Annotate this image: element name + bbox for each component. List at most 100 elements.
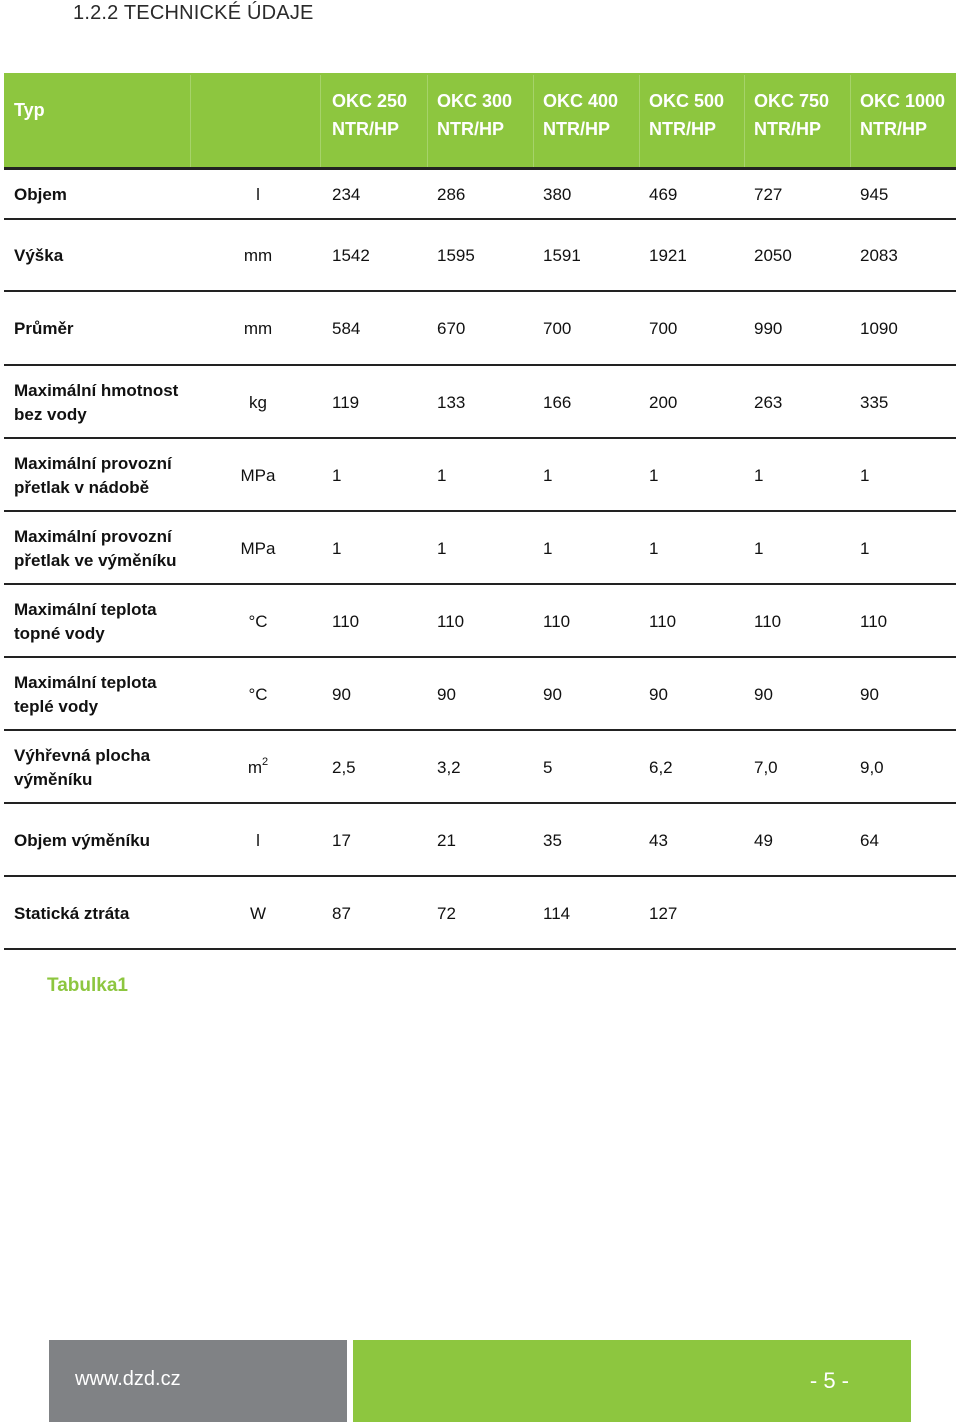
table-cell: 90 (649, 685, 668, 704)
table-cell: 1 (543, 466, 553, 485)
table-cell: 200 (649, 393, 678, 412)
table-cell: 110 (543, 612, 571, 631)
row-label: Maximální provozní přetlak v nádobě (14, 452, 172, 500)
table-cell: 670 (437, 319, 466, 338)
table-cell: 133 (437, 393, 466, 412)
footer-url[interactable]: www.dzd.cz (75, 1368, 181, 1390)
row-unit: °C (238, 610, 278, 634)
table-row: Maximální provozní přetlak v nádobě MPa 1 1 1… (4, 439, 956, 512)
page-number: - 5 - (809, 1368, 849, 1393)
table-cell: 21 (437, 831, 456, 850)
row-unit: mm (238, 244, 278, 268)
header-divider (639, 75, 640, 167)
table-cell: 469 (649, 185, 678, 204)
header-model-name: OKC 400 (543, 91, 619, 111)
unit-text: m (247, 758, 263, 777)
header-typ-label: Typ (14, 100, 45, 120)
row-label-line2: teplé vody (14, 697, 99, 716)
table-cell: 335 (860, 393, 889, 412)
table-cell: 49 (754, 831, 773, 850)
table-cell: 1 (754, 466, 764, 485)
row-label-line2: přetlak v nádobě (14, 478, 150, 497)
table-cell: 43 (649, 831, 668, 850)
table-cell: 1 (437, 466, 447, 485)
table-row: Statická ztráta W 87 72 114 127 (4, 877, 956, 950)
table-cell: 3,2 (437, 758, 461, 777)
header-divider (744, 75, 745, 167)
table-cell: 90 (332, 685, 351, 704)
header-model-1: OKC 250 NTR/HP (332, 87, 407, 143)
table-cell: 1 (754, 539, 764, 558)
row-label-line2: přetlak ve výměníku (14, 551, 177, 570)
row-unit: l (238, 829, 278, 853)
table-cell: 90 (754, 685, 773, 704)
table-cell: 2,5 (332, 758, 356, 777)
table-row: Výhřevná plocha výměníku m2 2,5 3,2 5 6,2 7,0 9,… (4, 731, 956, 804)
table-cell: 1591 (543, 246, 581, 265)
header-model-4: OKC 500 NTR/HP (649, 87, 724, 143)
table-cell: 1 (543, 539, 553, 558)
table-cell: 1542 (332, 246, 370, 265)
header-model-variant: NTR/HP (860, 119, 927, 139)
table-cell: 727 (754, 185, 783, 204)
table-caption: Tabulka1 (47, 975, 128, 996)
footer-page-block: - 5 - (353, 1340, 911, 1422)
table-cell: 990 (754, 319, 783, 338)
table-cell: 1090 (860, 319, 898, 338)
row-label-line1: Maximální provozní (14, 527, 172, 546)
table-cell: 584 (332, 319, 361, 338)
row-unit: °C (238, 683, 278, 707)
header-divider (320, 75, 321, 167)
row-label-line2: bez vody (14, 405, 87, 424)
table-cell: 1595 (437, 246, 475, 265)
row-label-line1: Statická ztráta (14, 904, 130, 923)
unit-text: l (256, 831, 260, 850)
table-cell: 110 (860, 612, 888, 631)
table-cell: 1 (860, 466, 870, 485)
row-label: Maximální teplota topné vody (14, 598, 157, 646)
header-divider (427, 75, 428, 167)
unit-text: °C (248, 685, 268, 704)
row-unit: MPa (238, 537, 278, 561)
table-cell: 90 (860, 685, 879, 704)
row-unit: W (238, 902, 278, 926)
row-label: Objem (14, 183, 67, 207)
header-divider (533, 75, 534, 167)
row-label: Statická ztráta (14, 902, 129, 926)
table-cell: 9,0 (860, 758, 884, 777)
header-model-3: OKC 400 NTR/HP (543, 87, 618, 143)
table-cell: 87 (332, 904, 351, 923)
technical-data-table: Typ OKC 250 NTR/HP OKC 300 NTR/HP OKC 400 NTR… (4, 73, 956, 950)
row-label-line1: Objem výměníku (14, 831, 151, 850)
table-cell: 119 (332, 393, 360, 412)
table-row: Průměr mm 584 670 700 700 990 1090 (4, 292, 956, 366)
unit-text: mm (243, 246, 273, 265)
header-model-variant: NTR/HP (754, 119, 821, 139)
table-cell: 90 (543, 685, 562, 704)
header-model-variant: NTR/HP (332, 119, 399, 139)
row-label: Výška (14, 244, 63, 268)
header-model-5: OKC 750 NTR/HP (754, 87, 829, 143)
row-label-line1: Maximální hmotnost (14, 381, 179, 400)
row-label: Maximální hmotnost bez vody (14, 379, 178, 427)
table-cell: 90 (437, 685, 456, 704)
table-row: Maximální provozní přetlak ve výměníku MPa… (4, 512, 956, 585)
table-cell: 945 (860, 185, 889, 204)
unit-text: MPa (240, 466, 276, 485)
table-cell: 700 (543, 319, 572, 338)
header-model-variant: NTR/HP (649, 119, 716, 139)
table-row: Objem l 234 286 380 469 727 945 (4, 170, 956, 220)
row-label: Objem výměníku (14, 829, 150, 853)
table-row: Objem výměníku l 17 21 35 43 49 64 (4, 804, 956, 877)
table-cell: 64 (860, 831, 879, 850)
table-cell: 72 (437, 904, 456, 923)
table-cell: 127 (649, 904, 678, 923)
unit-superscript: 2 (262, 756, 269, 768)
table-cell: 2083 (860, 246, 898, 265)
row-label: Maximální provozní přetlak ve výměníku (14, 525, 177, 573)
table-cell: 1 (332, 466, 342, 485)
section-heading: 1.2.2 TECHNICKÉ ÚDAJE (73, 2, 314, 24)
row-label-line1: Objem (14, 185, 67, 204)
table-row: Maximální hmotnost bez vody kg 119 133 166 200… (4, 366, 956, 439)
row-label-line2: topné vody (14, 624, 105, 643)
